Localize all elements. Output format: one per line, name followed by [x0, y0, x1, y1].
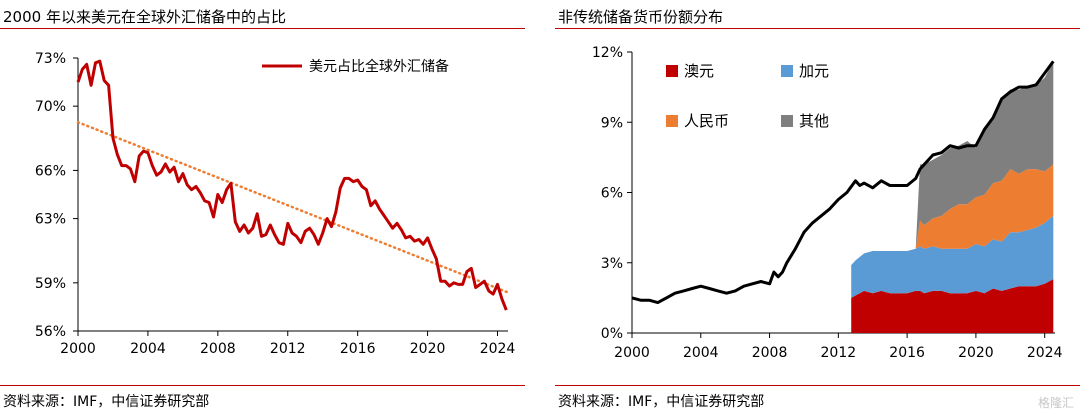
chart-source: 资料来源：IMF，中信证券研究部: [3, 394, 210, 410]
title-rule: [0, 28, 525, 29]
legend-swatch: [666, 65, 678, 77]
legend-swatch: [666, 115, 678, 127]
source-rule: [0, 385, 525, 386]
x-tick-label: 2008: [752, 345, 788, 361]
chart-title: 2000 年以来美元在全球外汇储备中的占比: [3, 8, 286, 26]
x-tick-label: 2012: [821, 345, 857, 361]
y-tick-label: 70%: [35, 99, 66, 115]
x-tick-label: 2016: [889, 345, 925, 361]
legend-label: 其他: [799, 112, 829, 130]
x-tick-label: 2008: [200, 341, 236, 357]
right-panel: 非传统储备货币份额分布 0% 3% 6% 9% 12% 2000 2004 2008 2012 2…: [555, 0, 1080, 413]
x-tick-label: 2000: [614, 345, 650, 361]
y-tick-label: 73%: [35, 51, 66, 67]
x-tick-label: 2016: [340, 341, 376, 357]
trend-line: [76, 120, 510, 294]
legend-label: 美元占比全球外汇储备: [309, 58, 449, 75]
source-rule: [555, 385, 1080, 386]
non-traditional-reserve-chart: 0% 3% 6% 9% 12% 2000 2004 2008 2012 2016 2020 2024 澳…: [592, 45, 1063, 361]
area-cny: [851, 164, 1054, 266]
area-other: [851, 61, 1054, 266]
area-aud: [851, 279, 1054, 333]
left-panel: 2000 年以来美元在全球外汇储备中的占比 56% 59% 63% 66% 70% 73%…: [0, 0, 525, 413]
y-tick-label: 59%: [35, 276, 66, 292]
legend-label: 澳元: [684, 62, 714, 80]
y-tick-label: 56%: [35, 324, 66, 340]
legend-label: 人民币: [684, 112, 729, 130]
y-tick-label: 9%: [601, 115, 623, 131]
x-tick-label: 2012: [270, 341, 306, 357]
y-tick-label: 66%: [35, 163, 66, 179]
x-tick-label: 2020: [958, 345, 994, 361]
y-tick-label: 12%: [592, 45, 623, 61]
legend-swatch: [781, 65, 793, 77]
x-tick-label: 2024: [480, 341, 516, 357]
legend-swatch: [781, 115, 793, 127]
y-tick-label: 0%: [601, 326, 623, 342]
chart-source: 资料来源：IMF，中信证券研究部: [558, 394, 765, 410]
x-tick-label: 2000: [60, 341, 96, 357]
title-rule: [555, 28, 1080, 29]
series-line-total: [631, 60, 1055, 305]
x-tick-label: 2004: [683, 345, 719, 361]
y-tick-label: 63%: [35, 212, 66, 228]
series-line-usd-share: [76, 59, 508, 311]
watermark: 格隆汇: [1037, 396, 1074, 410]
x-tick-label: 2004: [130, 341, 166, 357]
us-dollar-share-chart: 56% 59% 63% 66% 70% 73% 2000 2004 2008 2012 2016 20…: [35, 51, 516, 357]
x-tick-label: 2024: [1027, 345, 1063, 361]
area-cad: [851, 215, 1054, 298]
y-tick-label: 6%: [601, 186, 623, 202]
legend-label: 加元: [799, 62, 829, 80]
chart-title: 非传统储备货币份额分布: [558, 8, 724, 26]
y-tick-label: 3%: [601, 256, 623, 272]
x-tick-label: 2020: [410, 341, 446, 357]
